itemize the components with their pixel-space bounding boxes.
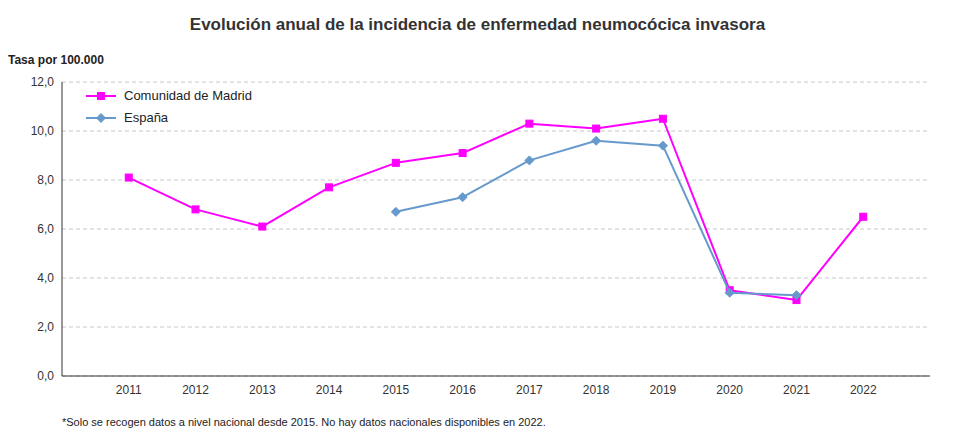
x-tick-label: 2018 <box>583 383 610 397</box>
point <box>125 174 132 181</box>
point <box>659 115 666 122</box>
point <box>860 213 867 220</box>
x-tick-label: 2011 <box>116 383 142 397</box>
grid-line <box>62 131 930 132</box>
legend-marker <box>98 93 105 100</box>
point <box>326 184 333 191</box>
point <box>391 207 400 216</box>
grid-line <box>62 82 930 83</box>
point <box>725 288 734 297</box>
y-tick-label: 12,0 <box>31 75 55 89</box>
footnote: *Solo se recogen datos a nivel nacional … <box>62 416 546 428</box>
x-tick-label: 2017 <box>516 383 543 397</box>
y-tick-label: 10,0 <box>31 124 55 138</box>
chart: Evolución anual de la incidencia de enfe… <box>0 0 955 436</box>
legend-label: Comunidad de Madrid <box>124 88 252 103</box>
point <box>592 136 601 145</box>
legend-marker <box>97 114 106 123</box>
point <box>459 150 466 157</box>
y-axis-label: Tasa por 100.000 <box>8 53 104 67</box>
x-tick-label: 2021 <box>783 383 810 397</box>
point <box>458 193 467 202</box>
legend-label: España <box>124 110 169 125</box>
point <box>658 141 667 150</box>
x-tick-label: 2022 <box>850 383 877 397</box>
point <box>392 159 399 166</box>
grid-line <box>62 376 930 377</box>
series <box>125 115 866 303</box>
point <box>526 120 533 127</box>
point <box>593 125 600 132</box>
grid-line <box>62 278 930 279</box>
y-axis <box>62 82 63 376</box>
series-line <box>129 119 863 300</box>
title: Evolución anual de la incidencia de enfe… <box>190 15 766 34</box>
point <box>192 206 199 213</box>
y-tick-label: 4,0 <box>37 271 54 285</box>
point <box>525 156 534 165</box>
x-tick-label: 2016 <box>449 383 476 397</box>
y-tick-label: 8,0 <box>37 173 54 187</box>
x-tick-label: 2015 <box>382 383 409 397</box>
x-tick-label: 2014 <box>316 383 343 397</box>
grid <box>62 82 930 376</box>
series <box>391 136 801 299</box>
y-tick-label: 2,0 <box>37 320 54 334</box>
series-line <box>396 141 797 295</box>
x-axis <box>62 376 930 377</box>
point <box>259 223 266 230</box>
point <box>792 291 801 300</box>
y-tick-label: 0,0 <box>37 369 54 383</box>
x-tick-label: 2013 <box>249 383 276 397</box>
grid-line <box>62 229 930 230</box>
grid-line <box>62 327 930 328</box>
x-tick-label: 2012 <box>182 383 209 397</box>
plot-area <box>125 115 866 303</box>
x-tick-label: 2020 <box>716 383 743 397</box>
x-tick-label: 2019 <box>650 383 677 397</box>
y-tick-label: 6,0 <box>37 222 54 236</box>
legend: Comunidad de Madrid España <box>86 88 252 125</box>
